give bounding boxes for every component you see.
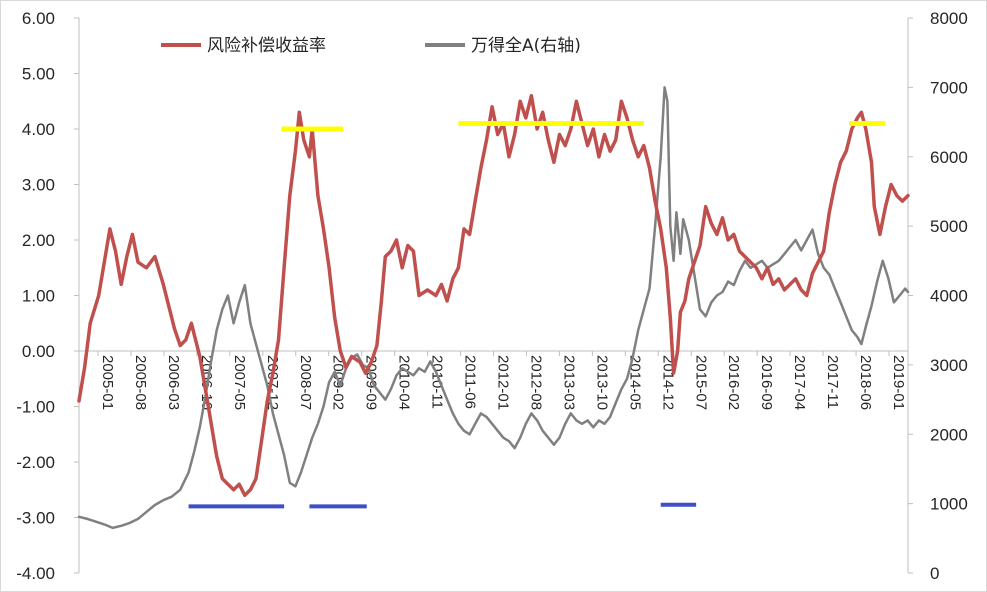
right-tick-label: 8000 xyxy=(930,9,968,28)
x-tick-label: 2005-08 xyxy=(132,355,149,410)
x-tick-label: 2018-06 xyxy=(857,355,874,410)
left-tick-label: -1.00 xyxy=(16,398,55,417)
x-tick-label: 2006-03 xyxy=(165,355,182,410)
left-tick-label: -3.00 xyxy=(16,509,55,528)
left-tick-label: -2.00 xyxy=(16,453,55,472)
left-tick-label: 0.00 xyxy=(22,342,55,361)
left-tick-label: 3.00 xyxy=(22,176,55,195)
x-tick-label: 2016-09 xyxy=(758,355,775,410)
x-tick-label: 2019-01 xyxy=(890,355,907,410)
legend-label-wind-all-a: 万得全A(右轴) xyxy=(471,36,581,56)
right-tick-label: 2000 xyxy=(930,425,968,444)
x-tick-label: 2012-01 xyxy=(495,355,512,410)
right-tick-label: 6000 xyxy=(930,148,968,167)
x-tick-label: 2005-01 xyxy=(99,355,116,410)
left-tick-label: 1.00 xyxy=(22,287,55,306)
left-tick-label: 2.00 xyxy=(22,231,55,250)
left-tick-label: 4.00 xyxy=(22,120,55,139)
x-tick-label: 2012-08 xyxy=(527,355,544,410)
left-tick-label: 5.00 xyxy=(22,65,55,84)
x-tick-label: 2013-10 xyxy=(593,355,610,410)
right-tick-label: 0 xyxy=(930,564,939,583)
right-axis-ticks: 0 1000 2000 3000 4000 5000 6000 7000 8000 xyxy=(908,9,968,583)
series-line-risk-premium xyxy=(77,93,910,498)
left-axis-ticks: -4.00 -3.00 -2.00 -1.00 0.00 1.00 2.00 3.00 4.00… xyxy=(16,9,79,583)
right-tick-label: 3000 xyxy=(930,356,968,375)
left-tick-label: -4.00 xyxy=(16,564,55,583)
legend: 风险补偿收益率 万得全A(右轴) xyxy=(161,36,581,56)
right-tick-label: 5000 xyxy=(930,217,968,236)
left-tick-label: 6.00 xyxy=(22,9,55,28)
x-tick-label: 2008-07 xyxy=(297,355,314,410)
series-line-wind-all-a xyxy=(77,86,910,530)
x-tick-label: 2011-06 xyxy=(462,355,479,409)
x-tick-label: 2017-11 xyxy=(824,355,841,409)
x-tick-label: 2007-05 xyxy=(231,355,248,410)
annotation-layer xyxy=(188,120,886,509)
right-tick-label: 7000 xyxy=(930,78,968,97)
x-tick-label: 2017-04 xyxy=(791,355,808,410)
x-tick-label: 2013-03 xyxy=(560,355,577,410)
right-tick-label: 4000 xyxy=(930,287,968,306)
x-tick-label: 2010-04 xyxy=(396,355,413,410)
right-tick-label: 1000 xyxy=(930,495,968,514)
x-tick-label: 2016-02 xyxy=(725,355,742,410)
legend-label-risk-premium: 风险补偿收益率 xyxy=(207,36,326,56)
x-tick-label: 2014-05 xyxy=(626,355,643,410)
x-tick-label: 2015-07 xyxy=(692,355,709,410)
series-layer xyxy=(77,86,910,530)
